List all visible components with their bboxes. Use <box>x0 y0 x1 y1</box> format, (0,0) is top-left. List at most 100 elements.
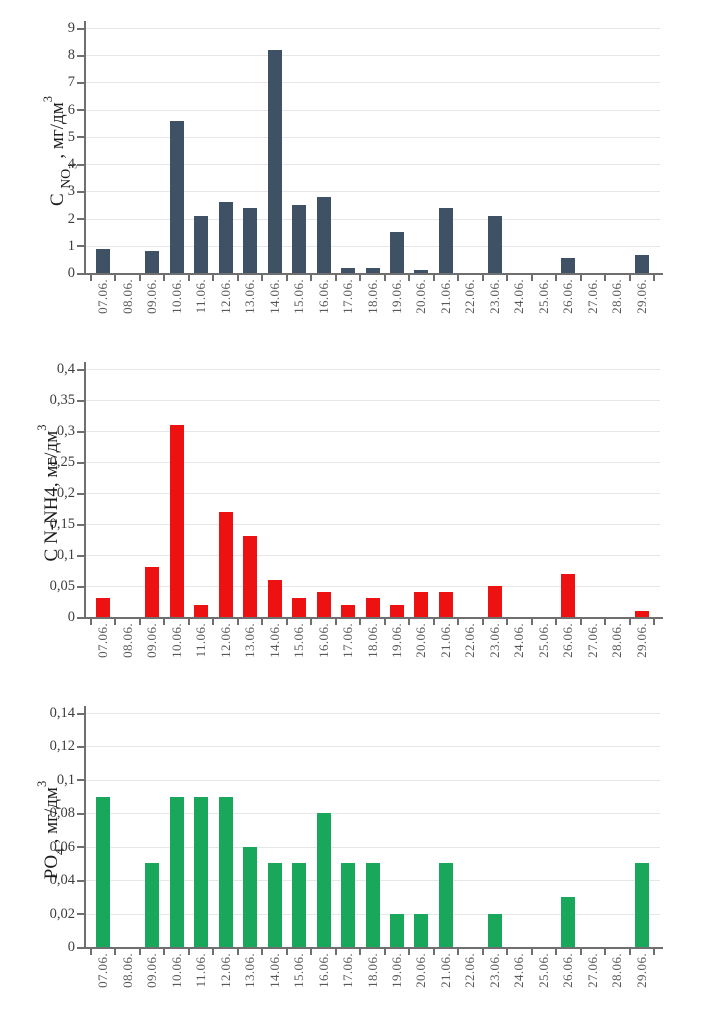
x-axis-tick <box>212 619 215 625</box>
x-axis-tick <box>212 949 215 955</box>
x-axis-tick <box>555 619 558 625</box>
bar-21.06 <box>438 863 453 947</box>
y-axis-tick <box>77 712 84 715</box>
y-axis-title-part: , мг/дм <box>40 787 62 849</box>
x-tick-label: 15.06. <box>291 623 307 658</box>
y-axis-tick <box>77 109 84 112</box>
x-tick-label: 13.06. <box>242 623 258 658</box>
x-axis-tick <box>236 619 239 625</box>
x-axis-tick <box>163 275 166 281</box>
bar-18.06 <box>365 598 380 617</box>
x-axis-tick <box>408 619 411 625</box>
y-tick-label: 5 <box>67 128 75 145</box>
y-tick-label: 0,12 <box>49 738 75 755</box>
y-axis-tick <box>77 81 84 84</box>
x-axis-tick <box>579 275 582 281</box>
y-axis-title-part: NO <box>58 168 74 189</box>
y-axis-tick <box>77 846 84 849</box>
bar-20.06 <box>414 913 429 947</box>
bar-16.06 <box>316 196 331 273</box>
bar-13.06 <box>243 846 258 947</box>
bar-23.06 <box>487 215 502 273</box>
x-axis-tick <box>212 275 215 281</box>
x-tick-label: 17.06. <box>340 953 356 988</box>
x-axis-tick <box>457 275 460 281</box>
bar-13.06 <box>243 207 258 273</box>
grid-line <box>85 555 660 556</box>
x-axis-tick <box>506 275 509 281</box>
x-tick-label: 22.06. <box>462 953 478 988</box>
y-axis-title-part: 3 <box>41 95 55 102</box>
x-tick-label: 29.06. <box>633 623 649 658</box>
y-tick-label: 0 <box>67 939 75 955</box>
x-axis-tick <box>579 949 582 955</box>
x-axis-tick <box>383 949 386 955</box>
nh4-chart: 0 0,05 0,1 0,15 0,2 0,25 0,3 0,35 0,4 07.06. 08.06… <box>0 340 716 680</box>
y-axis-tick <box>77 136 84 139</box>
x-tick-label: 07.06. <box>95 953 111 988</box>
bar-26.06 <box>561 896 576 947</box>
grid-line <box>85 586 660 587</box>
y-tick-label: 0,08 <box>49 805 75 822</box>
x-axis-tick <box>408 949 411 955</box>
grid-line <box>85 164 660 166</box>
y-tick-label: 0,2 <box>56 485 75 501</box>
x-axis-tick <box>236 949 239 955</box>
y-axis-title: PO4 , мг/дм3 <box>29 730 67 930</box>
x-tick-label: 20.06. <box>413 623 429 658</box>
x-tick-label: 24.06. <box>511 623 527 658</box>
x-axis-tick <box>432 949 435 955</box>
x-axis-tick <box>481 949 484 955</box>
y-axis-tick <box>77 585 84 588</box>
bar-10.06 <box>169 424 184 617</box>
x-axis-tick <box>432 275 435 281</box>
bar-11.06 <box>194 796 209 947</box>
x-tick-label: 21.06. <box>437 623 453 658</box>
x-tick-label: 16.06. <box>315 279 331 314</box>
x-axis-tick <box>90 949 92 955</box>
y-tick-label: 7 <box>67 74 75 91</box>
y-axis-title-part: 4 <box>52 848 68 855</box>
y-axis-title-part: 3 <box>67 162 80 169</box>
y-axis-tick <box>77 399 84 402</box>
grid-line <box>85 746 660 748</box>
x-axis-tick <box>383 275 386 281</box>
bar-12.06 <box>218 202 233 273</box>
bar-14.06 <box>267 49 282 273</box>
x-axis-tick <box>530 949 533 955</box>
bar-29.06 <box>634 255 649 273</box>
grid-line <box>85 813 660 815</box>
x-tick-label: 08.06. <box>119 953 135 988</box>
x-tick-label: 09.06. <box>144 953 160 988</box>
bar-26.06 <box>561 573 576 617</box>
x-axis <box>84 947 663 949</box>
x-tick-label: 27.06. <box>584 623 600 658</box>
y-axis-tick <box>77 27 84 30</box>
x-axis-tick <box>628 949 631 955</box>
x-tick-label: 19.06. <box>388 953 404 988</box>
x-axis-tick <box>187 949 190 955</box>
grid-line <box>85 462 660 463</box>
x-axis-tick <box>628 275 631 281</box>
x-axis-tick <box>481 619 484 625</box>
x-tick-label: 10.06. <box>168 279 184 314</box>
x-tick-label: 21.06. <box>437 953 453 988</box>
grid-line <box>85 846 660 848</box>
bar-17.06 <box>341 267 356 273</box>
bar-19.06 <box>389 232 404 273</box>
y-axis-tick <box>77 430 84 433</box>
y-tick-label: 0,25 <box>49 454 75 470</box>
y-tick-label: 9 <box>67 20 75 36</box>
x-axis-tick <box>653 275 655 281</box>
x-tick-label: 24.06. <box>511 279 527 314</box>
x-tick-label: 18.06. <box>364 279 380 314</box>
x-tick-label: 24.06. <box>511 953 527 988</box>
x-axis-tick <box>261 275 264 281</box>
x-tick-label: 16.06. <box>315 953 331 988</box>
bar-20.06 <box>414 592 429 617</box>
x-tick-label: 23.06. <box>486 279 502 314</box>
bar-09.06 <box>145 863 160 947</box>
x-axis-tick <box>359 619 362 625</box>
bar-09.06 <box>145 251 160 273</box>
x-axis-tick <box>530 275 533 281</box>
